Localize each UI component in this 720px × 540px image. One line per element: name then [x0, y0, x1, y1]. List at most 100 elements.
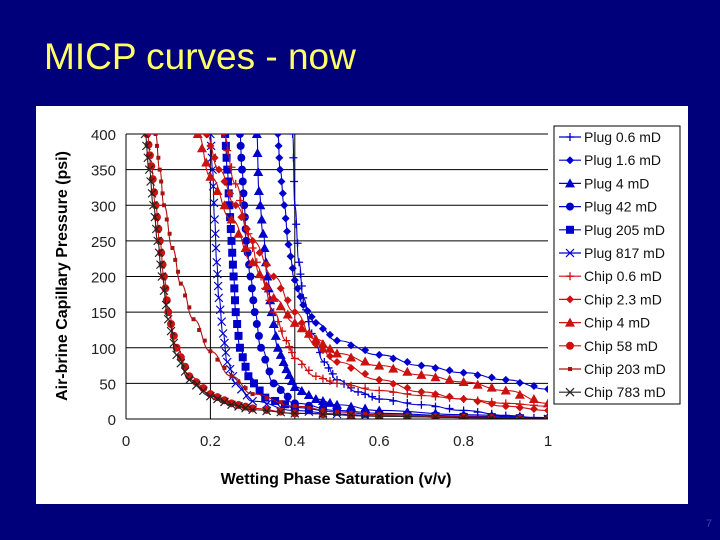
- data-point: [222, 365, 227, 370]
- data-point: [375, 375, 384, 384]
- data-point: [389, 396, 398, 405]
- data-point: [544, 385, 548, 394]
- series-line: [222, 134, 548, 407]
- data-point: [227, 399, 236, 408]
- legend-marker: [565, 387, 575, 397]
- legend-marker: [566, 156, 574, 165]
- data-point: [276, 386, 285, 395]
- data-point: [268, 319, 279, 328]
- legend-label: Plug 1.6 mD: [584, 152, 661, 168]
- data-point: [269, 308, 278, 317]
- slide-title: MICP curves - now: [44, 36, 356, 77]
- data-point: [261, 355, 270, 364]
- data-point: [150, 212, 160, 222]
- data-point: [389, 388, 398, 397]
- data-point: [169, 331, 178, 340]
- data-point: [192, 378, 201, 387]
- data-point: [290, 177, 299, 186]
- data-point: [225, 201, 234, 210]
- data-point: [176, 353, 185, 362]
- data-point: [159, 272, 168, 281]
- data-point: [196, 143, 207, 153]
- series-8: [192, 134, 548, 408]
- data-point: [473, 397, 482, 406]
- legend-marker: [566, 341, 574, 350]
- data-point: [375, 350, 384, 359]
- data-point: [402, 366, 413, 376]
- legend-entry: Plug 205 mD: [559, 222, 665, 238]
- data-point: [500, 385, 511, 395]
- legend-marker: [566, 295, 574, 304]
- data-point: [147, 162, 156, 171]
- data-point: [290, 408, 300, 418]
- data-point: [320, 358, 329, 366]
- data-point: [157, 272, 167, 281]
- data-point: [227, 400, 236, 410]
- y-tick-label: 0: [108, 412, 116, 429]
- data-point: [515, 403, 524, 412]
- data-point: [311, 372, 320, 381]
- data-point: [238, 353, 247, 362]
- data-point: [431, 412, 440, 419]
- series-1: [273, 134, 548, 394]
- data-point: [240, 243, 251, 252]
- data-point: [157, 167, 162, 172]
- data-point: [231, 201, 240, 210]
- data-point: [163, 314, 173, 324]
- data-point: [197, 327, 202, 332]
- legend-marker: [566, 272, 574, 281]
- data-point: [210, 153, 219, 162]
- y-tick-label: 150: [91, 305, 116, 322]
- legend-label: Chip 4 mD: [584, 315, 650, 331]
- data-point: [310, 394, 321, 404]
- data-point: [215, 357, 220, 362]
- x-tick-label: 0.4: [284, 433, 305, 450]
- data-point: [154, 143, 159, 148]
- data-point: [183, 293, 188, 298]
- data-point: [325, 330, 334, 339]
- data-point: [161, 284, 170, 293]
- legend-label: Plug 4 mD: [584, 175, 649, 191]
- data-point: [262, 271, 273, 281]
- data-point: [164, 217, 169, 222]
- data-point: [248, 236, 257, 245]
- data-point: [159, 286, 169, 296]
- data-point: [318, 324, 327, 333]
- data-point: [293, 239, 302, 248]
- legend-marker: [565, 317, 575, 327]
- data-point: [377, 412, 382, 417]
- data-point: [226, 214, 237, 224]
- data-point: [335, 409, 339, 414]
- data-point: [273, 134, 282, 138]
- data-point: [431, 363, 440, 372]
- data-point: [276, 165, 285, 174]
- legend-entry: Chip 58 mD: [559, 338, 658, 354]
- data-point: [231, 308, 240, 317]
- series-11: [140, 134, 548, 419]
- data-point: [220, 397, 229, 407]
- data-point: [223, 146, 232, 155]
- data-point: [226, 189, 235, 198]
- data-point: [286, 376, 297, 385]
- data-point: [304, 366, 313, 375]
- data-point: [375, 395, 384, 404]
- data-point: [361, 384, 370, 393]
- data-point: [281, 364, 292, 374]
- legend-entry: Plug 817 mD: [559, 245, 665, 261]
- data-point: [290, 354, 299, 363]
- data-point: [209, 198, 219, 208]
- data-point: [346, 410, 356, 419]
- micp-chart: 0 50 100 150 200 250 300 350 400 0 0.2 0.4 0.6 0.8 1 P…: [54, 125, 681, 488]
- data-point: [297, 360, 306, 369]
- data-point: [287, 348, 296, 357]
- data-point: [206, 141, 215, 150]
- data-point: [214, 293, 224, 303]
- legend-entry: Chip 203 mD: [559, 361, 666, 377]
- data-point: [325, 377, 334, 385]
- data-point: [217, 317, 227, 327]
- data-point: [529, 381, 538, 390]
- data-point: [269, 379, 278, 388]
- data-point: [192, 134, 203, 138]
- data-point: [543, 414, 548, 419]
- data-point: [389, 354, 398, 363]
